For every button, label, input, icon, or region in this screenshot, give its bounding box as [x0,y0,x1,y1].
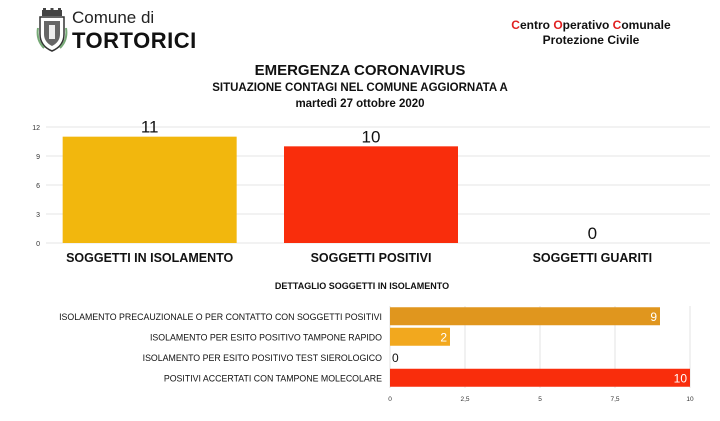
coc-line2: Protezione Civile [542,33,640,47]
y-tick-label: 0 [36,241,40,248]
bar-value-label: 0 [588,224,597,243]
row-label: ISOLAMENTO PER ESITO POSITIVO TAMPONE RA… [150,332,382,342]
coc-line1: Centro Operativo Comunale [486,18,696,33]
row-label: ISOLAMENTO PRECAUZIONALE O PER CONTATTO … [59,312,382,322]
y-tick-label: 9 [36,154,40,161]
page-title: EMERGENZA CORONAVIRUS [254,62,466,79]
hbar-value-label: 9 [650,310,657,324]
coc-part: O [553,18,563,32]
bar [284,146,458,243]
update-date: martedì 27 ottobre 2020 [295,98,425,110]
coc-part: entro [519,18,554,32]
page-subtitle: SITUAZIONE CONTAGI NEL COMUNE AGGIORNATA… [212,82,508,94]
coc-part: omunale [621,18,671,32]
titles: EMERGENZA CORONAVIRUS SITUAZIONE CONTAGI… [0,60,720,110]
hbar [390,368,690,387]
category-label: SOGGETTI POSITIVI [311,251,432,265]
row-label: POSITIVI ACCERTATI CON TAMPONE MOLECOLAR… [164,373,382,383]
bar [62,136,237,243]
coc-part: C [511,18,520,32]
coc-part: perativo [562,18,613,32]
x-tick-label: 2,5 [460,396,469,403]
hbar-value-label: 10 [674,371,688,385]
coat-of-arms-icon [36,8,68,52]
row-label: ISOLAMENTO PER ESITO POSITIVO TEST SIERO… [143,353,383,363]
hbar-value-label: 2 [440,330,447,344]
bar-value-label: 10 [362,127,381,146]
y-tick-label: 12 [32,125,40,132]
coc-part: C [612,18,622,32]
y-tick-label: 3 [36,212,40,219]
hbar [390,327,450,346]
hbar-value-label: 0 [392,351,399,365]
y-tick-label: 6 [36,183,40,190]
header: Comune di TORTORICI Centro Operativo Com… [0,0,720,60]
coc-block: Centro Operativo Comunale Protezione Civ… [486,18,696,48]
bar-value-label: 11 [141,118,159,137]
x-tick-label: 7,5 [610,396,619,403]
detail-title: DETTAGLIO SOGGETTI IN ISOLAMENTO [275,281,449,291]
comune-name: TORTORICI [72,28,197,53]
x-tick-label: 5 [538,396,542,403]
x-tick-label: 10 [686,396,694,403]
comune-prefix: Comune di [72,8,155,27]
category-label: SOGGETTI IN ISOLAMENTO [66,251,233,265]
category-label: SOGGETTI GUARITI [533,251,652,265]
x-tick-label: 0 [388,396,392,403]
hbar [390,307,660,326]
